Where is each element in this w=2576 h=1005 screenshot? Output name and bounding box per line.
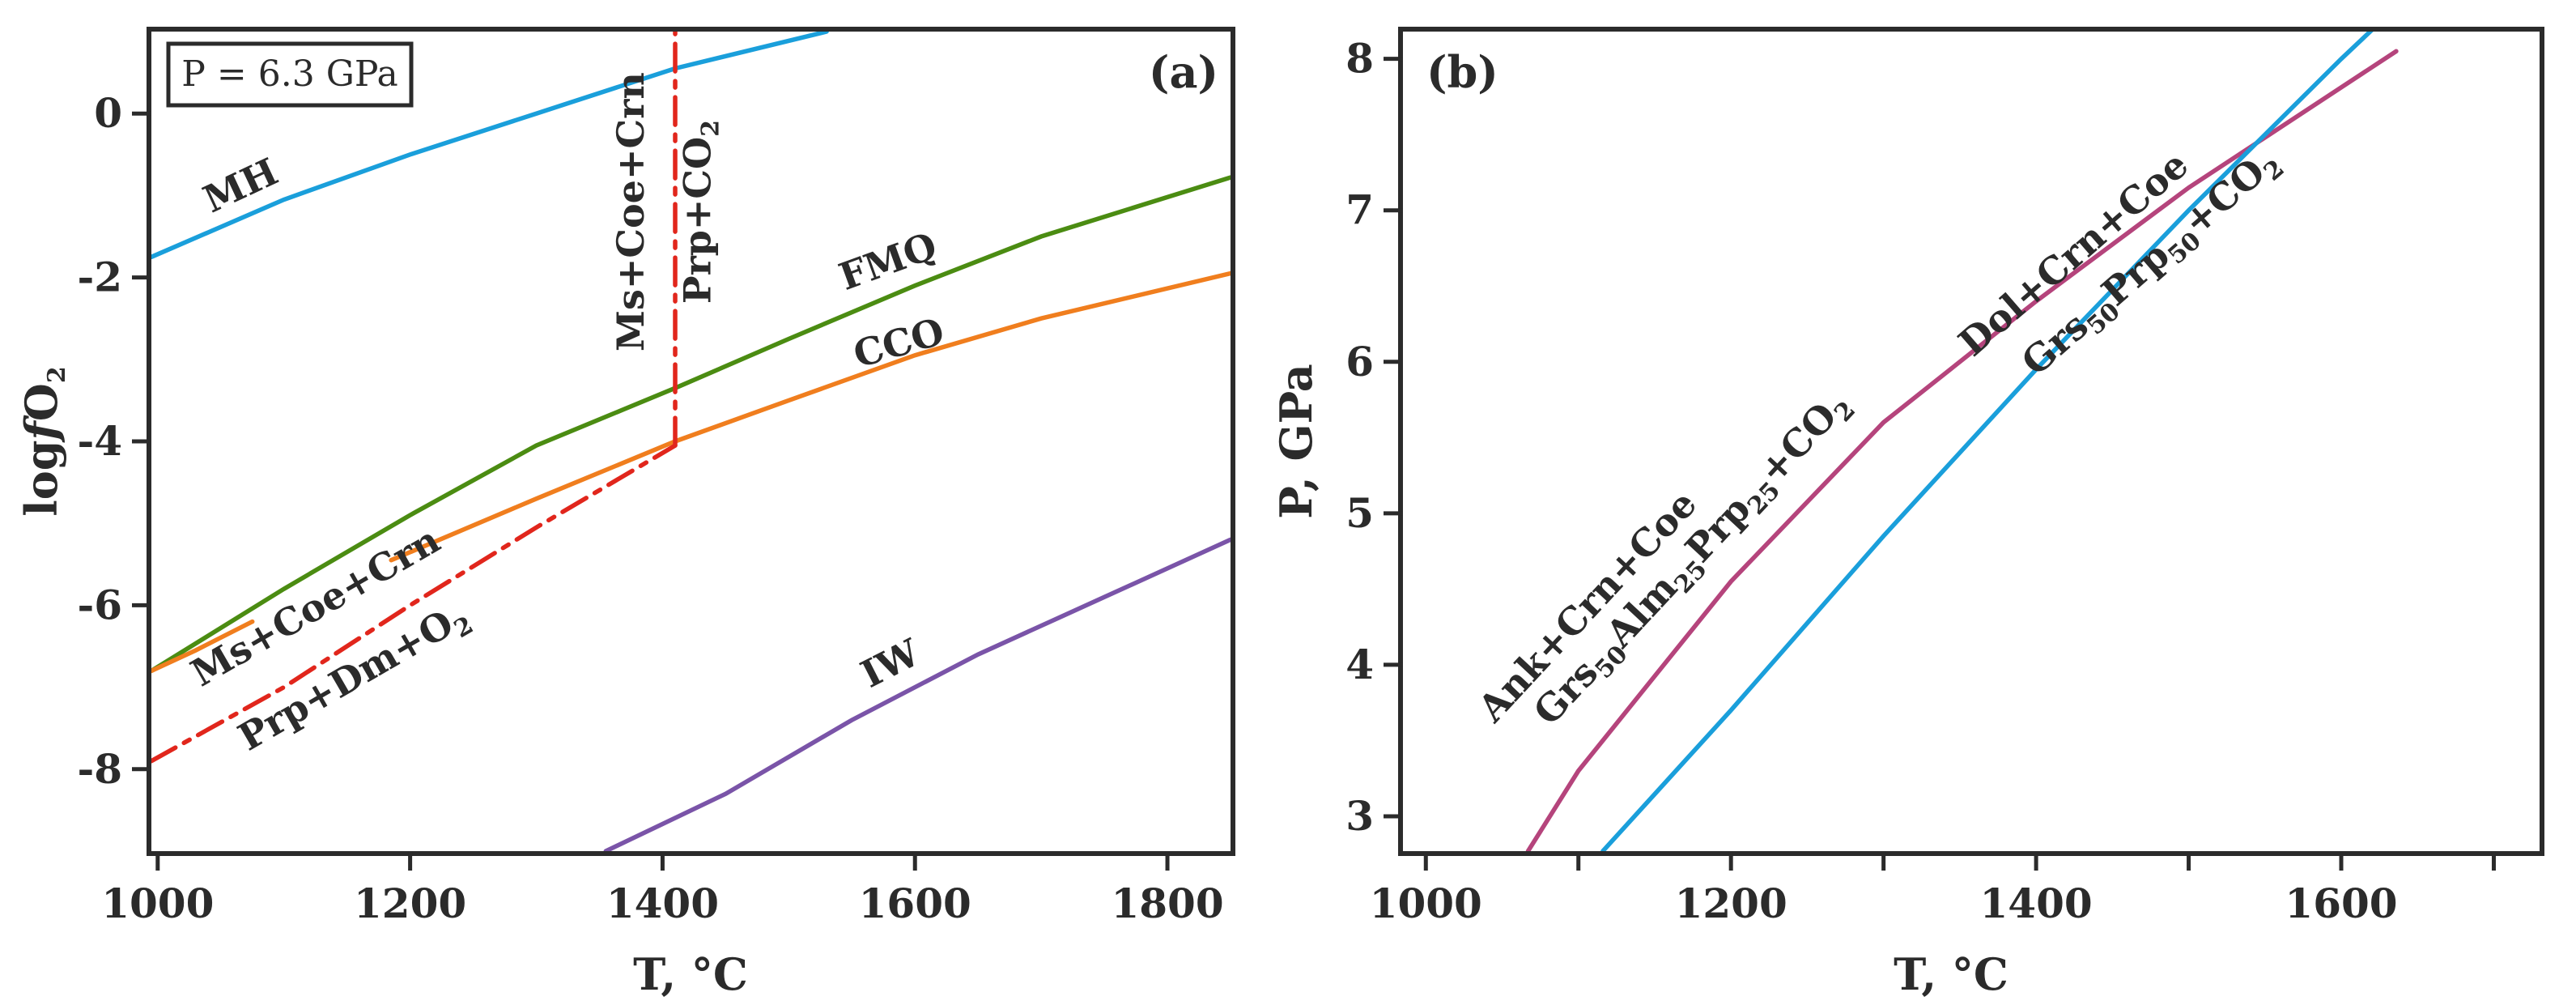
chart-b-y-tick-label: 6	[1345, 338, 1374, 385]
chart-b-y-tick-label: 8	[1345, 35, 1374, 83]
chart-a-y-tick-label: -4	[77, 417, 122, 465]
chart-a-curve-prp-dm-o2-reaction	[151, 443, 678, 764]
chart-a-y-tick-label: -6	[77, 581, 122, 628]
chart-a-curve-cco	[389, 270, 1231, 563]
chart-b-y-tick-label: 7	[1345, 186, 1374, 234]
chart-b-y-tick-label: 3	[1345, 792, 1374, 840]
chart-a-x-tick-label: 1000	[101, 879, 214, 927]
chart-b-series	[1525, 32, 2399, 851]
chart-a-curve-labels: MHFMQCCOIWMs+Coe+CrnPrp+CO2​Ms+Coe+CrnPr…	[184, 72, 949, 759]
chart-a-x-tick-label: 1600	[859, 879, 971, 927]
chart-b-x-tick-label: 1200	[1675, 879, 1787, 927]
chart-a-y-tick-label: -8	[77, 745, 122, 793]
chart-b-x-tick-label: 1400	[1980, 879, 2093, 927]
chart-a: 1000 1200 1400 1600 1800 0 -2 -4 -6 -8 P = 6.3 GP…	[15, 27, 1235, 1000]
chart-a-x-tick-label: 1800	[1111, 879, 1223, 927]
chart-a-x-tick-label: 1200	[354, 879, 466, 927]
chart-a-x-tick-label: 1400	[606, 879, 719, 927]
chart-b-axes: 1000 1200 1400 1600 3 4 5 6 7 8	[1345, 35, 2496, 927]
chart-b-y-tick-label: 4	[1345, 641, 1374, 688]
chart-b-frame	[1398, 27, 2544, 856]
chart-a-label-ms-coe-crn: Ms+Coe+Crn	[609, 72, 653, 351]
chart-b-y-tick-label: 5	[1345, 489, 1374, 537]
chart-a-panel-label: (a)	[1149, 46, 1218, 98]
chart-a-curve-iw	[603, 537, 1231, 851]
chart-b-x-tick-label: 1600	[2285, 879, 2397, 927]
chart-a-axes: 1000 1200 1400 1600 1800 0 -2 -4 -6 -8	[77, 89, 1223, 927]
chart-a-label-prp-co2: Prp+CO2​	[676, 120, 725, 304]
chart-b-panel-label: (b)	[1426, 46, 1498, 98]
chart-a-label-mh: MH	[197, 149, 284, 221]
chart-a-curve-mh	[151, 32, 829, 260]
chart-b-x-tick-label: 1000	[1370, 879, 1482, 927]
chart-a-y-tick-label: 0	[94, 89, 122, 137]
chart-a-x-axis-label: T, °C	[633, 948, 748, 1000]
chart-a-condition: P = 6.3 GPa	[181, 53, 397, 95]
chart-b-y-axis-label: P, GPa	[1270, 364, 1322, 519]
chart-a-label-cco: CCO	[848, 309, 949, 377]
chart-b-curve-labels: Ank+Crn+CoeGrs50​Alm25​Prp25​+CO2​Dol+Cr…	[1469, 138, 2289, 737]
chart-a-condition-box	[166, 41, 414, 108]
chart-a-series	[151, 32, 1231, 851]
chart-a-label-fmq: FMQ	[833, 224, 942, 299]
chart-b-label-grs50alm25prp25-co2: Grs50​Alm25​Prp25​+CO2​	[1525, 381, 1861, 737]
chart-a-curve-cco-low	[151, 619, 255, 674]
chart-a-y-tick-label: -2	[77, 253, 122, 301]
chart-a-y-axis-label: logfO2	[15, 366, 71, 516]
chart-b-x-axis-label: T, °C	[1894, 948, 2009, 1000]
chart-b-curve-dol-crn-coe-grs50prp50-co2	[1600, 32, 2374, 851]
chart-b-curve-ank-crn-coe-grs50alm25prp25-co2	[1525, 49, 2399, 851]
